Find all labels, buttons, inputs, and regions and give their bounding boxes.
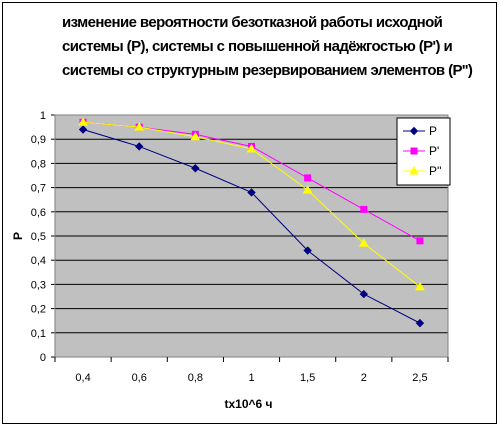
data-point: [247, 188, 256, 197]
data-point: [134, 122, 145, 131]
y-tick-label: 0,4: [31, 255, 46, 267]
x-tick-label: 0,8: [188, 372, 203, 384]
x-tick-label: 1: [248, 372, 254, 384]
data-point: [415, 281, 425, 291]
legend-label: P: [429, 124, 437, 138]
series-group: [78, 117, 425, 328]
data-point: [409, 165, 419, 175]
x-tick-label: 0,6: [132, 372, 147, 384]
y-tick-label: 0,8: [31, 158, 46, 170]
data-point: [358, 238, 369, 247]
chart-title-line: изменение вероятности безотказной работы…: [62, 14, 443, 31]
y-tick-label: 0,1: [31, 328, 46, 340]
y-tick-label: 0: [40, 352, 46, 364]
data-point: [191, 164, 200, 173]
data-point: [410, 147, 418, 155]
y-tick-label: 0,6: [31, 207, 46, 219]
x-tick-label: 1,5: [300, 372, 315, 384]
legend-label: P': [429, 144, 439, 158]
x-axis-label: tx10^6 ч: [225, 397, 273, 411]
y-tick-label: 0,9: [31, 134, 46, 146]
plot-border: [54, 114, 449, 358]
y-tick-label: 0,7: [31, 183, 46, 195]
y-tick-label: 0,2: [31, 304, 46, 316]
x-tick-label: 2,5: [412, 372, 427, 384]
series-p: [78, 125, 425, 328]
legend-label: P'': [429, 164, 442, 178]
data-point: [246, 143, 257, 153]
data-point: [360, 205, 368, 213]
data-point: [416, 237, 424, 245]
chart-title-line: системы со структурным резервированием э…: [62, 62, 473, 79]
legend: P P' P'': [396, 117, 451, 186]
data-point: [78, 117, 88, 126]
data-point: [303, 246, 312, 255]
data-point: [304, 174, 312, 182]
y-axis: 0 0,1 0,2 0,3 0,4 0,5 0,6 0,7 0,8 0,9 1: [31, 110, 55, 364]
data-point: [190, 131, 201, 141]
y-tick-label: 0,5: [31, 231, 46, 243]
x-axis: 0,4 0,6 0,8 1 1,5 2 2,5: [54, 114, 449, 384]
y-tick-label: 1: [40, 110, 46, 122]
x-tick-label: 0,4: [75, 372, 90, 384]
chart-title: изменение вероятности безотказной работы…: [62, 11, 473, 83]
series-ppp: [78, 117, 425, 291]
x-tick-label: 2: [361, 372, 367, 384]
chart-title-line: системы (P), системы с повышенной надёжг…: [62, 38, 453, 55]
data-point: [415, 318, 425, 328]
y-tick-label: 0,3: [31, 279, 46, 291]
data-point: [359, 289, 368, 299]
data-point: [409, 126, 419, 136]
data-point: [135, 142, 144, 151]
data-point: [78, 125, 88, 134]
data-point: [302, 185, 313, 194]
y-axis-label: P: [11, 232, 25, 240]
